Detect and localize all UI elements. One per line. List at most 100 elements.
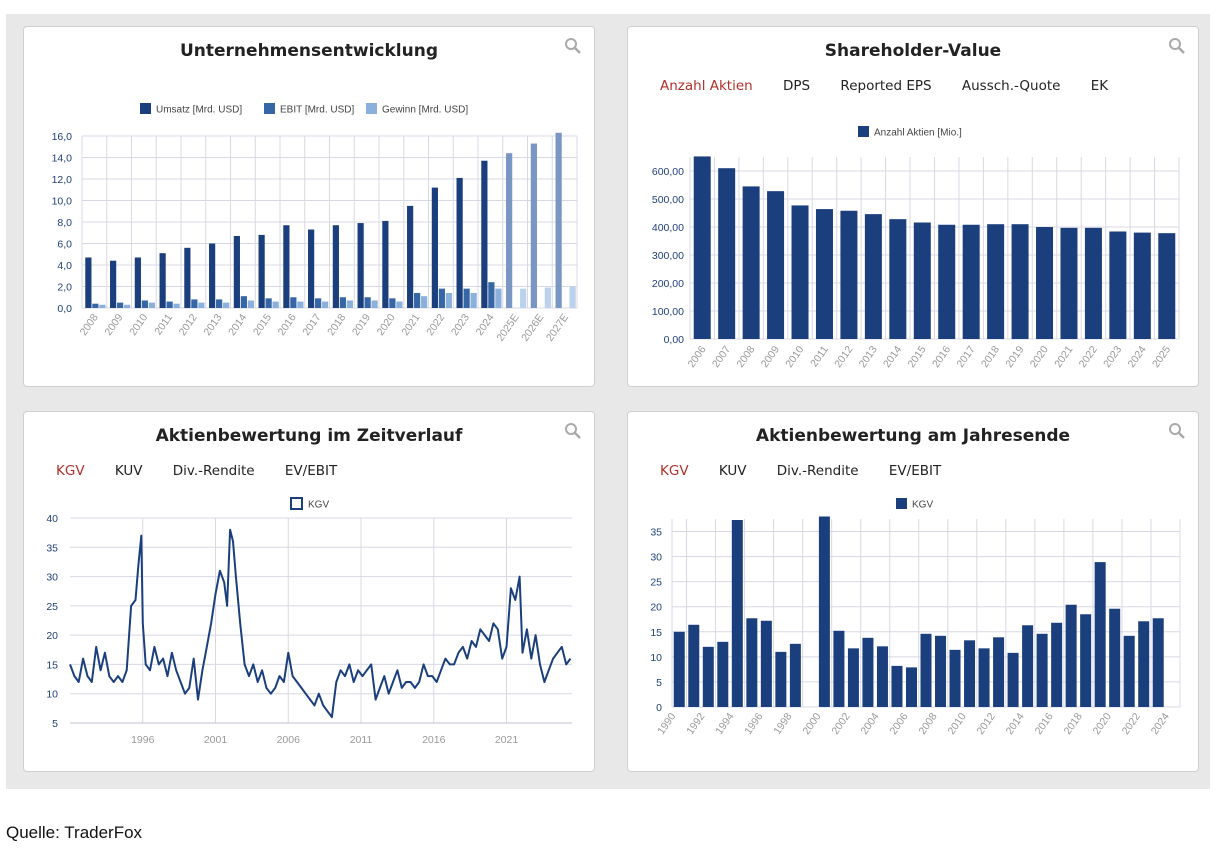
bar-umsatz <box>530 143 537 308</box>
panel-aktienbewertung-zeitverlauf: Aktienbewertung im Zeitverlauf KGV KUV D… <box>23 411 595 772</box>
chart-shareholder-value: 0,00 100,00 200,00 300,00 400,00 500,00 600,00… <box>652 126 1180 370</box>
bar-gewinn <box>148 302 155 308</box>
bar-umsatz <box>159 253 166 308</box>
bar-ebit <box>92 303 99 308</box>
bar-umsatz <box>332 225 339 308</box>
zoom-icon[interactable] <box>564 37 582 55</box>
bar-ebit <box>240 296 247 308</box>
y-tick-label: 200,00 <box>652 278 684 290</box>
bar-anzahl-aktien <box>1084 227 1102 339</box>
x-tick-label: 2021 <box>495 734 519 746</box>
y-tick-label: 6,0 <box>57 239 72 251</box>
bar-anzahl-aktien <box>815 209 833 339</box>
tab-kuv[interactable]: KUV <box>114 463 143 479</box>
bar-umsatz <box>283 225 290 308</box>
y-tick-label: 15 <box>46 659 58 671</box>
tab-dps[interactable]: DPS <box>783 78 811 94</box>
x-tick-label: 2014 <box>226 312 249 338</box>
x-tick-label: 2014 <box>881 344 904 370</box>
tab-kgv[interactable]: KGV <box>660 463 689 479</box>
x-tick-label: 2020 <box>1091 711 1114 737</box>
chart-aktienbewertung-zeitverlauf: 5 10 15 20 25 30 35 40 1996 2001 2006 2011 2016 2021 K… <box>46 497 572 746</box>
x-tick-label: 2011 <box>350 734 373 746</box>
bar-anzahl-aktien <box>1036 227 1054 339</box>
bar-gewinn <box>198 302 205 308</box>
x-tick-label: 2013 <box>201 312 224 338</box>
x-tick-label: 2017 <box>300 312 323 338</box>
y-tick-label: 0,0 <box>57 303 72 315</box>
bar-gewinn <box>396 301 403 308</box>
x-tick-label: 2018 <box>979 344 1002 370</box>
x-tick-label: 2015 <box>251 312 274 338</box>
x-tick-label: 2022 <box>424 312 447 338</box>
bar-kgv <box>1036 633 1048 707</box>
y-tick-label: 5 <box>656 677 662 689</box>
tab-ek[interactable]: EK <box>1090 78 1109 94</box>
tab-aussch-quote[interactable]: Aussch.-Quote <box>961 78 1061 94</box>
tab-anzahl-aktien[interactable]: Anzahl Aktien <box>660 78 753 94</box>
bar-ebit <box>191 299 198 308</box>
bar-anzahl-aktien <box>938 224 956 339</box>
tab-ev-ebit[interactable]: EV/EBIT <box>888 463 942 479</box>
x-tick-label: 1994 <box>713 711 736 737</box>
x-tick-label: 2022 <box>1077 344 1100 370</box>
bar-anzahl-aktien <box>1109 231 1127 339</box>
y-tick-label: 35 <box>46 542 58 554</box>
legend-label: EBIT [Mrd. USD] <box>280 105 354 116</box>
y-tick-label: 5 <box>52 718 58 730</box>
bar-kgv <box>847 648 859 707</box>
bar-gewinn <box>247 300 254 308</box>
bar-ebit <box>339 297 346 308</box>
bar-kgv <box>688 624 700 707</box>
y-tick-label: 12,0 <box>52 174 73 186</box>
bar-ebit <box>438 288 445 308</box>
x-tick-label: 2021 <box>399 312 422 338</box>
legend-swatch <box>290 497 303 510</box>
dashboard: Unternehmensentwicklung 0,0 2,0 4,0 6,0 8,0 1… <box>6 14 1210 789</box>
zoom-icon[interactable] <box>1168 37 1186 55</box>
bar-umsatz <box>110 260 117 308</box>
x-tick-label: 2008 <box>734 344 757 370</box>
x-tick-label: 2025E <box>494 312 521 344</box>
x-tick-label: 2017 <box>954 344 977 370</box>
y-tick-label: 8,0 <box>57 217 72 229</box>
y-tick-label: 15 <box>650 627 662 639</box>
bar-anzahl-aktien <box>840 210 858 339</box>
tab-div-rendite[interactable]: Div.-Rendite <box>172 463 255 479</box>
y-tick-label: 20 <box>46 630 58 642</box>
bar-anzahl-aktien <box>1158 233 1176 339</box>
bar-anzahl-aktien <box>987 224 1005 339</box>
y-tick-label: 35 <box>650 527 662 539</box>
bar-umsatz <box>258 234 265 308</box>
bar-gewinn <box>223 302 230 308</box>
bar-ebit <box>265 298 272 308</box>
bar-ebit <box>389 298 396 308</box>
y-tick-label: 10 <box>650 652 662 664</box>
tab-reported-eps[interactable]: Reported EPS <box>840 78 932 94</box>
bar-umsatz <box>85 257 92 308</box>
tab-kgv[interactable]: KGV <box>56 463 85 479</box>
legend-swatch <box>896 498 907 509</box>
bar-anzahl-aktien <box>1060 227 1078 339</box>
bar-anzahl-aktien <box>913 222 931 339</box>
x-tick-label: 2002 <box>829 711 852 737</box>
y-tick-label: 25 <box>46 601 58 613</box>
x-tick-label: 2013 <box>857 344 880 370</box>
bar-kgv <box>876 646 888 707</box>
tab-ev-ebit[interactable]: EV/EBIT <box>284 463 338 479</box>
y-tick-label: 600,00 <box>652 166 684 178</box>
zoom-icon[interactable] <box>564 422 582 440</box>
bar-kgv <box>833 630 845 707</box>
bar-kgv <box>891 665 903 707</box>
x-tick-label: 2016 <box>276 312 299 338</box>
tab-div-rendite[interactable]: Div.-Rendite <box>776 463 859 479</box>
bar-ebit <box>216 299 223 308</box>
y-tick-label: 30 <box>46 572 58 584</box>
zoom-icon[interactable] <box>1168 422 1186 440</box>
x-tick-label: 2020 <box>1028 344 1051 370</box>
x-tick-label: 2006 <box>685 344 708 370</box>
panel-title: Aktienbewertung am Jahresende <box>755 426 1071 446</box>
x-tick-label: 2015 <box>906 344 929 370</box>
tab-kuv[interactable]: KUV <box>718 463 747 479</box>
bar-kgv <box>775 651 787 707</box>
